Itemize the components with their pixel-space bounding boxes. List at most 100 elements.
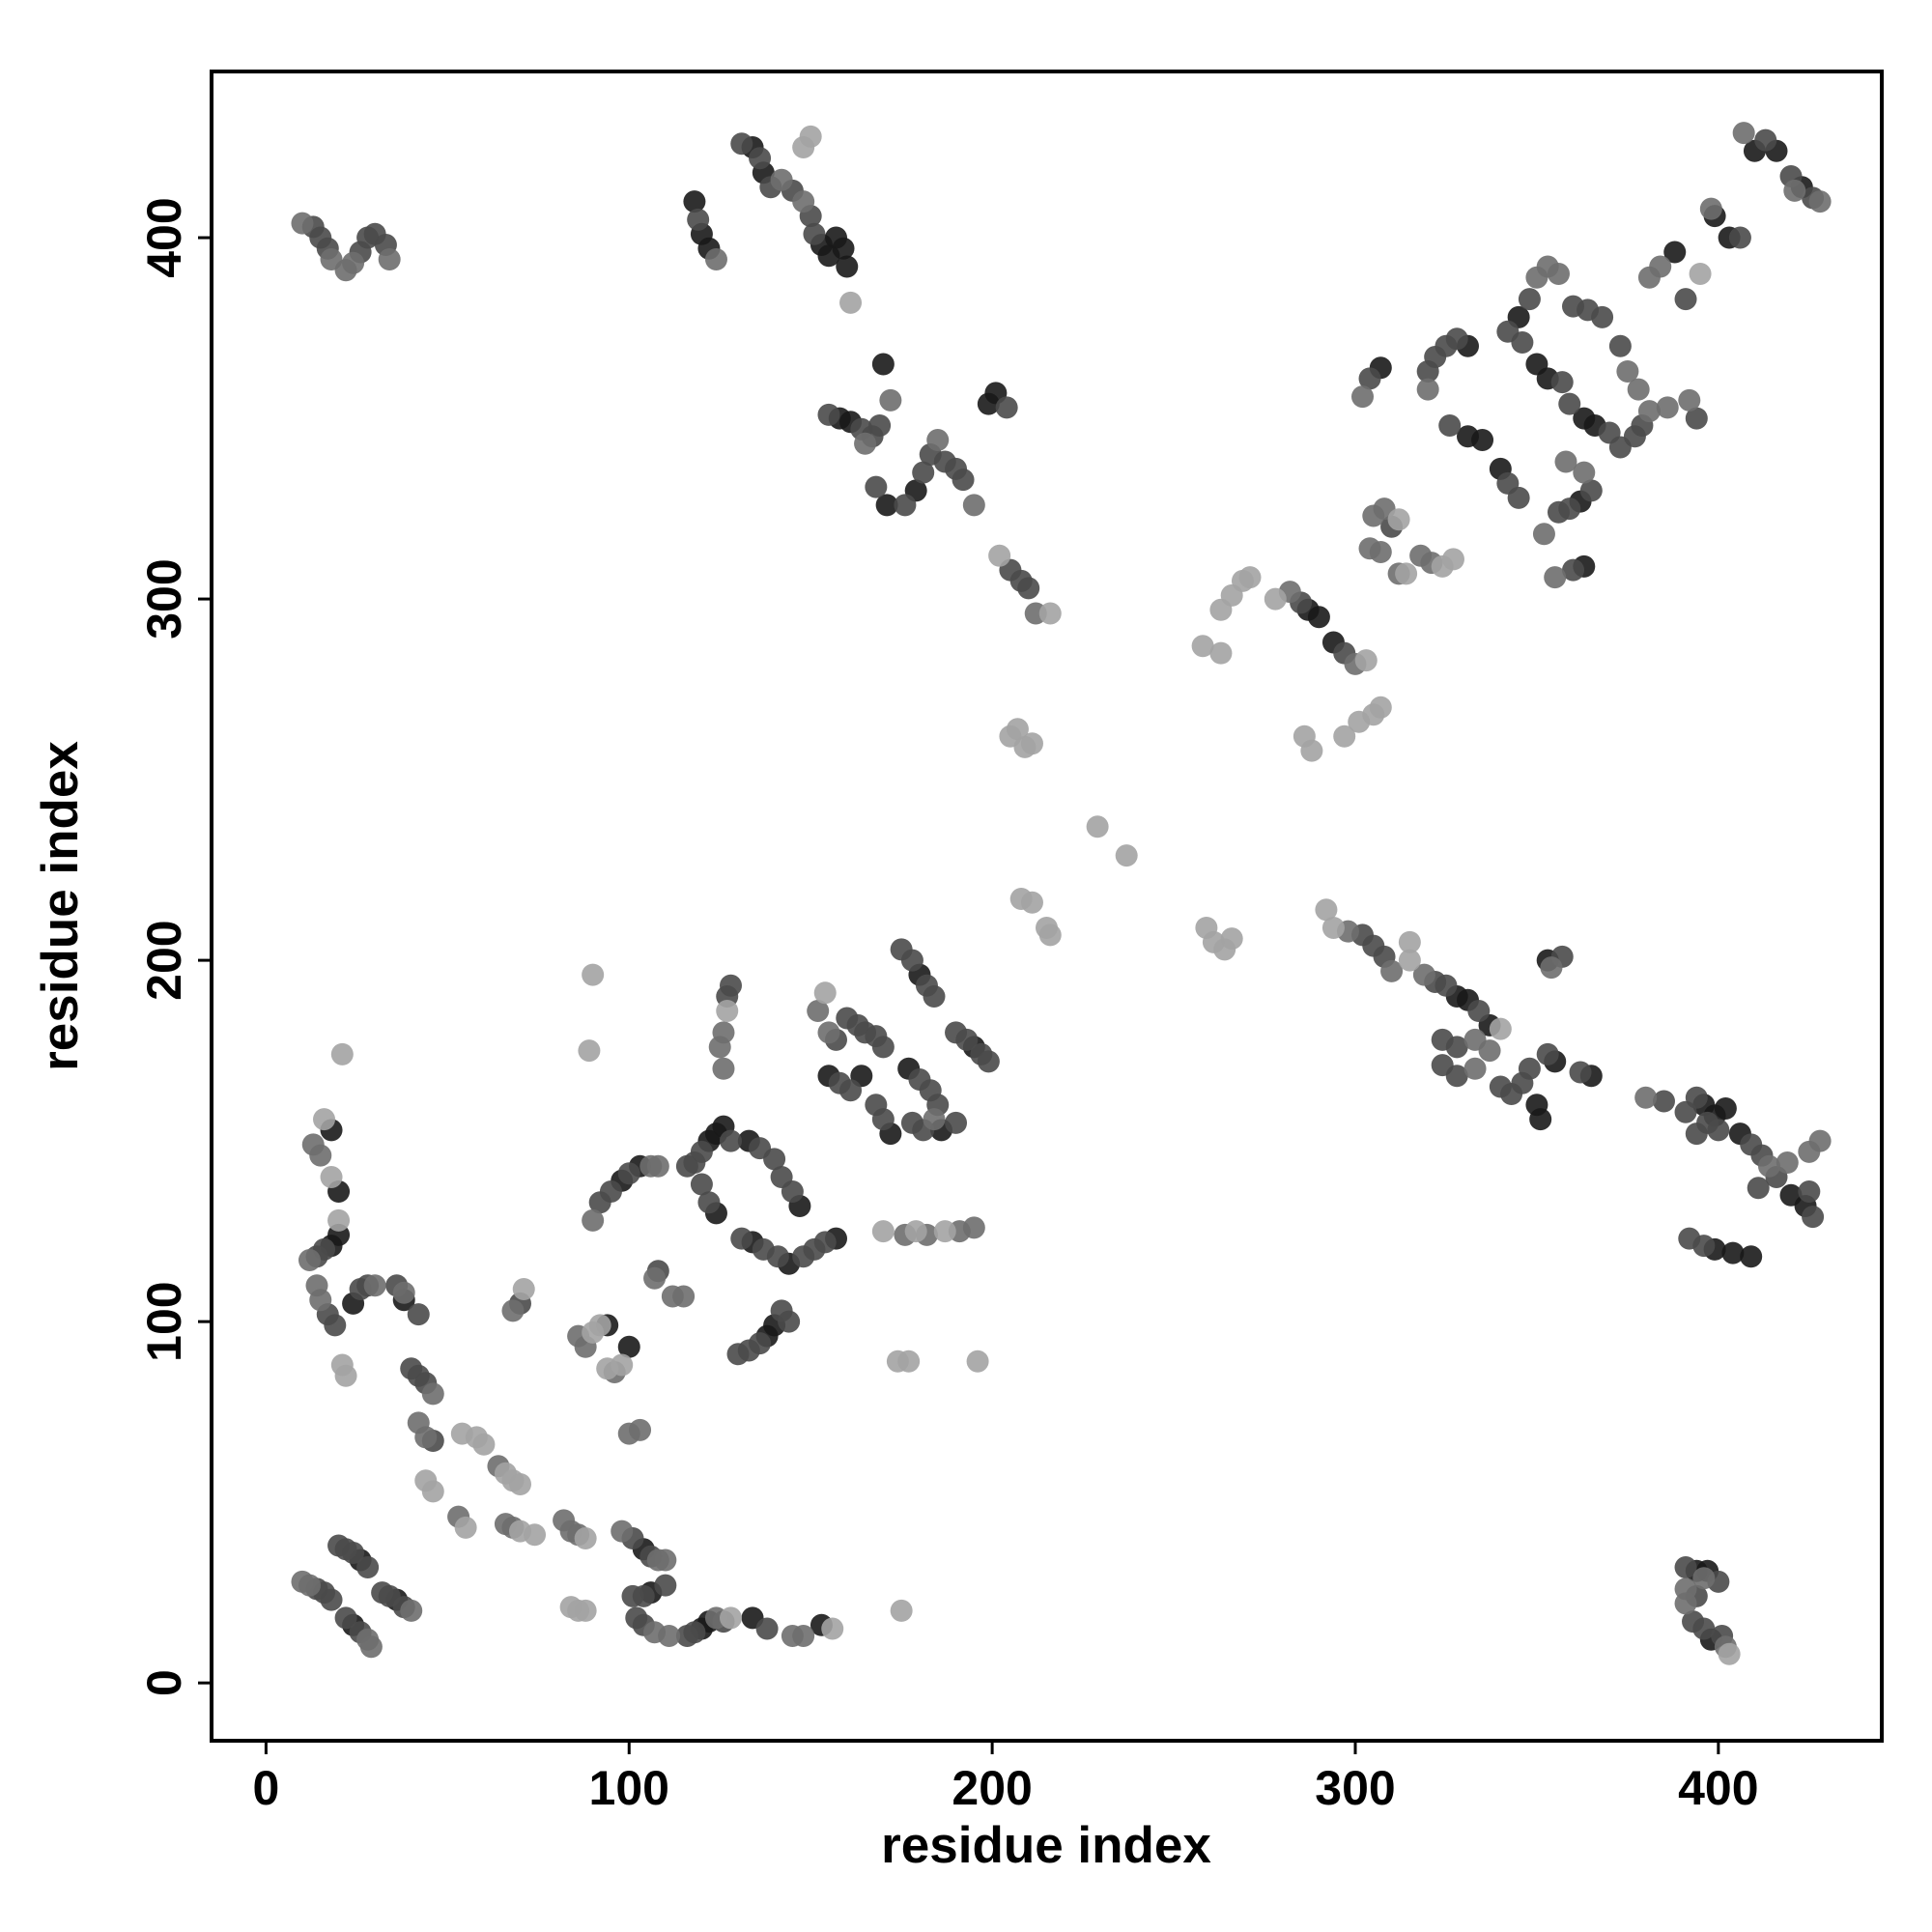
point xyxy=(1728,226,1751,249)
point xyxy=(574,1527,597,1550)
point xyxy=(654,1548,677,1572)
point xyxy=(719,1129,742,1152)
point xyxy=(817,403,840,426)
plot-frame xyxy=(210,70,1884,1743)
point xyxy=(1547,262,1570,285)
point xyxy=(817,1021,840,1044)
point xyxy=(342,1542,365,1565)
x-tick-label: 400 xyxy=(1678,1761,1758,1815)
point xyxy=(792,1625,815,1648)
point xyxy=(879,388,902,412)
point xyxy=(1776,1151,1799,1175)
point xyxy=(1351,385,1375,409)
point xyxy=(1020,891,1043,914)
point xyxy=(1463,1057,1487,1080)
point xyxy=(749,1332,772,1355)
point xyxy=(1038,923,1062,947)
point xyxy=(1721,1241,1745,1264)
point xyxy=(712,1057,735,1080)
point xyxy=(1544,566,1567,589)
point xyxy=(763,1148,786,1171)
point xyxy=(1238,566,1262,589)
point xyxy=(1435,974,1458,997)
point xyxy=(966,1350,989,1373)
y-tick-label: 300 xyxy=(137,558,191,639)
point xyxy=(1511,331,1534,355)
point xyxy=(962,494,985,517)
point xyxy=(697,1191,721,1214)
point xyxy=(1740,1245,1763,1268)
point xyxy=(839,1079,863,1102)
point xyxy=(1369,540,1392,563)
point xyxy=(813,981,837,1005)
point xyxy=(1416,378,1439,401)
point xyxy=(617,1162,640,1185)
point xyxy=(1685,407,1708,430)
point xyxy=(1634,1086,1658,1109)
point xyxy=(632,1584,655,1607)
point xyxy=(807,999,830,1022)
point xyxy=(1562,558,1585,582)
point xyxy=(875,494,898,517)
point xyxy=(1115,844,1138,867)
point xyxy=(1395,562,1418,585)
point xyxy=(690,1173,713,1196)
point xyxy=(1536,1042,1559,1065)
point xyxy=(1674,1555,1697,1578)
point xyxy=(1798,1140,1821,1163)
point xyxy=(1307,606,1330,629)
point xyxy=(646,1154,669,1178)
point xyxy=(1209,641,1233,665)
point xyxy=(582,1208,605,1232)
point xyxy=(749,147,772,170)
point xyxy=(578,1039,601,1063)
point xyxy=(952,469,975,492)
point xyxy=(839,291,863,314)
point xyxy=(414,1426,438,1449)
x-tick-label: 200 xyxy=(952,1761,1032,1815)
point xyxy=(327,1208,351,1232)
point xyxy=(871,1220,895,1243)
point xyxy=(1438,414,1462,438)
point xyxy=(611,1353,634,1377)
point xyxy=(933,1220,956,1243)
point xyxy=(1412,963,1435,986)
point xyxy=(672,1285,696,1308)
point xyxy=(320,1588,343,1611)
point xyxy=(1649,255,1672,278)
point xyxy=(1006,718,1029,741)
point xyxy=(1518,288,1541,311)
point xyxy=(1569,1061,1592,1084)
point xyxy=(643,1266,667,1290)
point xyxy=(1699,197,1722,220)
point xyxy=(1637,400,1661,423)
point xyxy=(704,247,727,270)
point xyxy=(730,132,753,156)
point xyxy=(501,1299,525,1322)
point xyxy=(1663,241,1687,264)
point xyxy=(854,432,877,455)
point xyxy=(342,251,365,274)
point xyxy=(1264,587,1287,611)
point xyxy=(324,1314,347,1337)
point xyxy=(334,1364,357,1387)
point xyxy=(712,1021,735,1044)
point xyxy=(1783,179,1806,202)
y-tick-label: 0 xyxy=(137,1669,191,1696)
point xyxy=(865,475,888,498)
point xyxy=(574,1599,597,1622)
point xyxy=(421,1382,444,1406)
point xyxy=(1478,1039,1501,1063)
point xyxy=(1321,916,1345,939)
point xyxy=(407,1303,430,1326)
point xyxy=(871,1108,895,1131)
point xyxy=(1558,392,1581,415)
point xyxy=(871,1036,895,1059)
point xyxy=(719,1606,742,1630)
point xyxy=(524,1523,547,1547)
point xyxy=(821,1617,844,1640)
point xyxy=(1441,548,1464,571)
point xyxy=(730,1227,753,1250)
point xyxy=(1532,523,1555,546)
x-tick-label: 100 xyxy=(589,1761,669,1815)
